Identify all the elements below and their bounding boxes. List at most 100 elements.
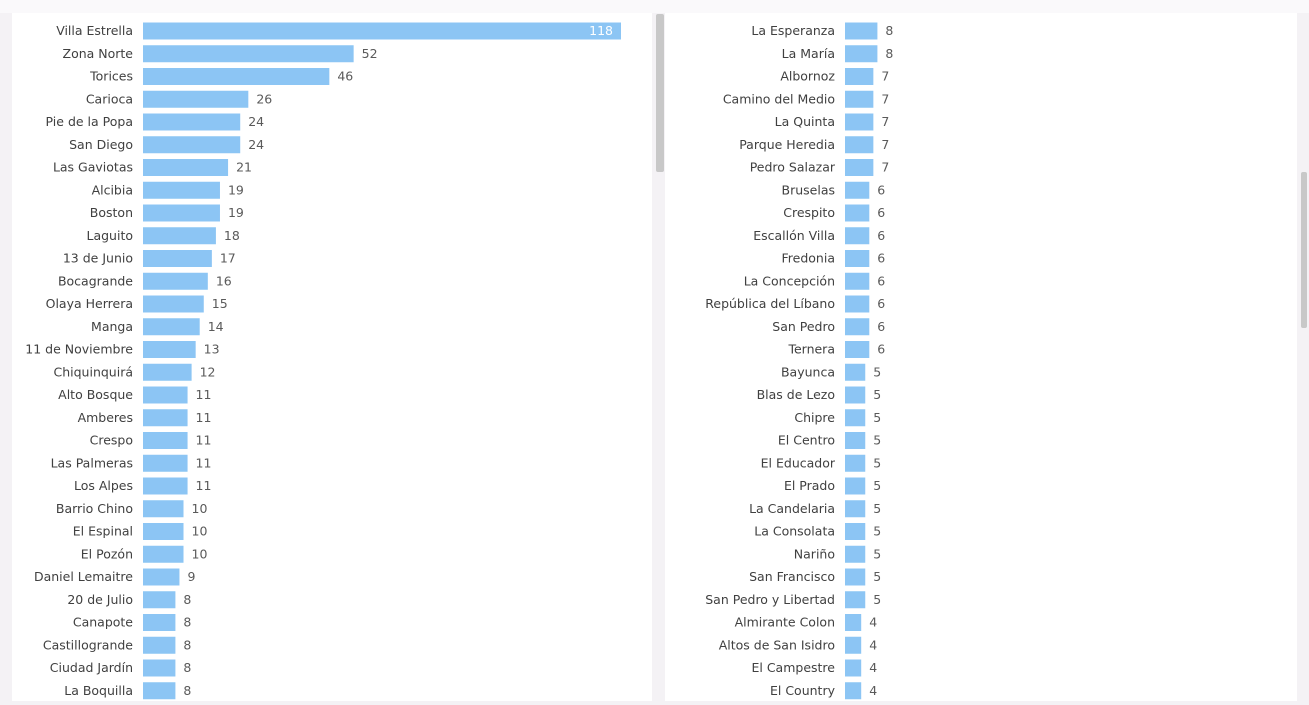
bar[interactable] <box>845 568 866 586</box>
bar[interactable] <box>143 159 229 176</box>
value-label: 6 <box>877 182 885 197</box>
bar[interactable] <box>845 409 866 427</box>
bar[interactable] <box>845 250 870 267</box>
bar[interactable] <box>143 500 184 518</box>
category-label: Carioca <box>86 91 133 106</box>
bar[interactable] <box>845 295 870 313</box>
bar[interactable] <box>143 250 212 267</box>
bar[interactable] <box>143 204 220 222</box>
bar[interactable] <box>143 523 184 540</box>
bar[interactable] <box>143 136 241 154</box>
category-label: Bocagrande <box>58 273 133 288</box>
bar[interactable] <box>845 45 878 63</box>
bar[interactable] <box>143 477 188 495</box>
bar[interactable] <box>845 272 870 290</box>
value-label: 5 <box>873 592 881 607</box>
bar[interactable] <box>143 568 180 586</box>
bar[interactable] <box>845 22 878 40</box>
bar[interactable] <box>845 500 866 518</box>
bar[interactable] <box>845 136 874 154</box>
category-label: La Quinta <box>775 114 835 129</box>
value-label: 26 <box>256 91 272 106</box>
bar[interactable] <box>845 181 870 199</box>
category-label: Blas de Lezo <box>757 387 835 402</box>
bar[interactable] <box>143 659 176 677</box>
bar[interactable] <box>845 636 862 654</box>
category-label: Ternera <box>787 342 835 357</box>
value-label: 12 <box>200 364 216 379</box>
bar[interactable] <box>845 227 870 245</box>
category-label: Castillogrande <box>43 637 133 652</box>
bar[interactable] <box>143 591 176 609</box>
bar[interactable] <box>143 318 200 336</box>
category-label: República del Líbano <box>705 296 835 311</box>
bar[interactable] <box>143 454 188 472</box>
value-label: 5 <box>873 364 881 379</box>
bar[interactable] <box>143 68 330 85</box>
category-label: 20 de Julio <box>67 592 133 607</box>
category-label: El Country <box>770 683 836 698</box>
category-label: 11 de Noviembre <box>25 342 133 357</box>
category-label: El Campestre <box>751 660 835 675</box>
bar[interactable] <box>143 341 196 358</box>
bar[interactable] <box>845 386 866 404</box>
bar[interactable] <box>143 272 208 290</box>
bar[interactable] <box>845 341 870 358</box>
bar[interactable] <box>845 318 870 336</box>
bar-chart-right: La Esperanza 8 La María 8 Albornoz 7 Camino de… <box>705 22 893 700</box>
bar[interactable] <box>845 523 866 540</box>
bar[interactable] <box>845 682 862 700</box>
bar[interactable] <box>143 113 241 131</box>
category-label: La Esperanza <box>751 23 835 38</box>
value-label: 5 <box>873 433 881 448</box>
bar[interactable] <box>845 159 874 176</box>
bar[interactable] <box>143 545 184 563</box>
bar[interactable] <box>143 181 220 199</box>
value-label: 11 <box>196 387 212 402</box>
bar[interactable] <box>143 227 216 245</box>
bar[interactable] <box>845 454 866 472</box>
bar[interactable] <box>143 432 188 449</box>
category-label: Albornoz <box>780 69 835 84</box>
value-label: 6 <box>877 251 885 266</box>
bar[interactable] <box>143 636 176 654</box>
value-label: 6 <box>877 273 885 288</box>
category-label: Bruselas <box>782 182 836 197</box>
value-label: 4 <box>869 683 877 698</box>
bar[interactable] <box>143 614 176 631</box>
bar[interactable] <box>845 614 862 631</box>
value-label: 8 <box>183 637 191 652</box>
category-label: La María <box>782 46 835 61</box>
bar[interactable] <box>143 45 354 63</box>
bar[interactable] <box>845 90 874 108</box>
bar[interactable] <box>143 386 188 404</box>
page-scrollbar[interactable] <box>1301 172 1307 328</box>
bar[interactable] <box>143 295 204 313</box>
value-label: 4 <box>869 637 877 652</box>
value-label: 16 <box>216 273 232 288</box>
bar[interactable] <box>143 682 176 700</box>
bar[interactable] <box>845 113 874 131</box>
category-label: Olaya Herrera <box>46 296 133 311</box>
bar[interactable] <box>845 204 870 222</box>
bar[interactable] <box>845 545 866 563</box>
bar[interactable] <box>143 409 188 427</box>
left-chart-scrollbar[interactable] <box>656 14 664 172</box>
bar[interactable] <box>845 68 874 85</box>
category-label: Alto Bosque <box>58 387 133 402</box>
value-label: 8 <box>183 615 191 630</box>
bar[interactable] <box>845 363 866 381</box>
category-label: Amberes <box>78 410 133 425</box>
category-label: El Prado <box>784 478 835 493</box>
bar[interactable] <box>143 363 192 381</box>
bar[interactable] <box>845 659 862 677</box>
bar[interactable] <box>845 591 866 609</box>
category-label: Boston <box>90 205 133 220</box>
bar[interactable] <box>845 477 866 495</box>
value-label: 24 <box>248 114 264 129</box>
value-label: 5 <box>873 410 881 425</box>
bar[interactable] <box>143 22 621 40</box>
value-label: 6 <box>877 342 885 357</box>
bar[interactable] <box>143 90 249 108</box>
bar[interactable] <box>845 432 866 449</box>
